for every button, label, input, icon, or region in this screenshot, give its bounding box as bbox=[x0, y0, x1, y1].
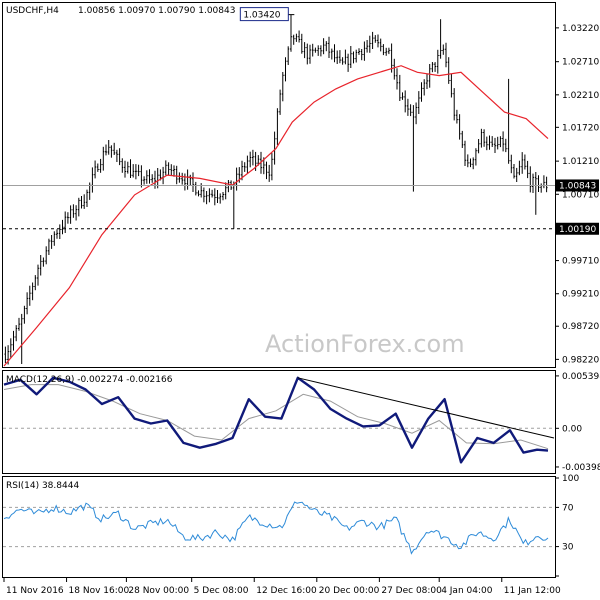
time-tick-label: 28 Nov 00:00 bbox=[128, 586, 189, 596]
time-tick-label: 11 Nov 2016 bbox=[6, 586, 64, 596]
symbol-label: USDCHF,H4 bbox=[6, 6, 59, 16]
macd-tick-label: 0.00 bbox=[562, 424, 582, 434]
time-tick-label: 11 Jan 12:00 bbox=[504, 586, 561, 596]
macd-tick-label: 0.005398 bbox=[562, 372, 600, 382]
price-tick-label: 1.02710 bbox=[562, 58, 599, 68]
macd-trendline bbox=[297, 377, 555, 439]
time-tick-label: 20 Dec 00:00 bbox=[319, 586, 380, 596]
watermark-text: ActionForex.com bbox=[265, 330, 465, 358]
macd-panel-frame bbox=[2, 370, 556, 474]
rsi-label: RSI(14) 38.8444 bbox=[6, 481, 79, 491]
support-level-box bbox=[556, 222, 599, 235]
price-tick-label: 1.02210 bbox=[562, 91, 599, 101]
support-level-label: 1.00190 bbox=[559, 225, 596, 235]
time-tick-label: 4 Jan 04:00 bbox=[441, 586, 493, 596]
ohlc-label: 1.00856 1.00970 1.00790 1.00843 bbox=[78, 6, 235, 16]
time-tick-label: 27 Dec 08:00 bbox=[381, 586, 442, 596]
rsi-tick-label: 70 bbox=[562, 503, 574, 513]
price-tick-label: 0.99710 bbox=[562, 257, 599, 267]
rsi-line bbox=[3, 501, 549, 555]
price-tick-label: 1.01210 bbox=[562, 157, 599, 167]
rsi-panel-frame bbox=[2, 476, 556, 578]
rsi-tick-label: 30 bbox=[562, 543, 574, 553]
macd-line bbox=[3, 376, 549, 464]
price-tick-label: 1.01720 bbox=[562, 123, 599, 133]
high-marker-box bbox=[239, 7, 289, 22]
price-tick-label: 1.00710 bbox=[562, 190, 599, 200]
price-tick-label: 0.98220 bbox=[562, 355, 599, 365]
last-price-box bbox=[556, 179, 599, 192]
price-tick-label: 1.03220 bbox=[562, 24, 599, 34]
macd-tick-label: -0.003981 bbox=[562, 463, 600, 473]
last-price-label: 1.00843 bbox=[559, 181, 596, 191]
time-tick-label: 5 Dec 08:00 bbox=[194, 586, 249, 596]
rsi-tick-label: 100 bbox=[562, 474, 579, 484]
time-tick-label: 18 Nov 16:00 bbox=[69, 586, 130, 596]
high-marker-label: 1.03420 bbox=[243, 11, 280, 21]
price-header-bg bbox=[3, 3, 191, 16]
price-tick-label: 0.98720 bbox=[562, 322, 599, 332]
price-tick-label: 0.99210 bbox=[562, 290, 599, 300]
macd-label: MACD(12,26,9) -0.002274 -0.002166 bbox=[6, 375, 173, 385]
macd-signal-line bbox=[3, 384, 549, 450]
time-tick-label: 12 Dec 16:00 bbox=[256, 586, 317, 596]
moving-average-line bbox=[3, 65, 549, 367]
